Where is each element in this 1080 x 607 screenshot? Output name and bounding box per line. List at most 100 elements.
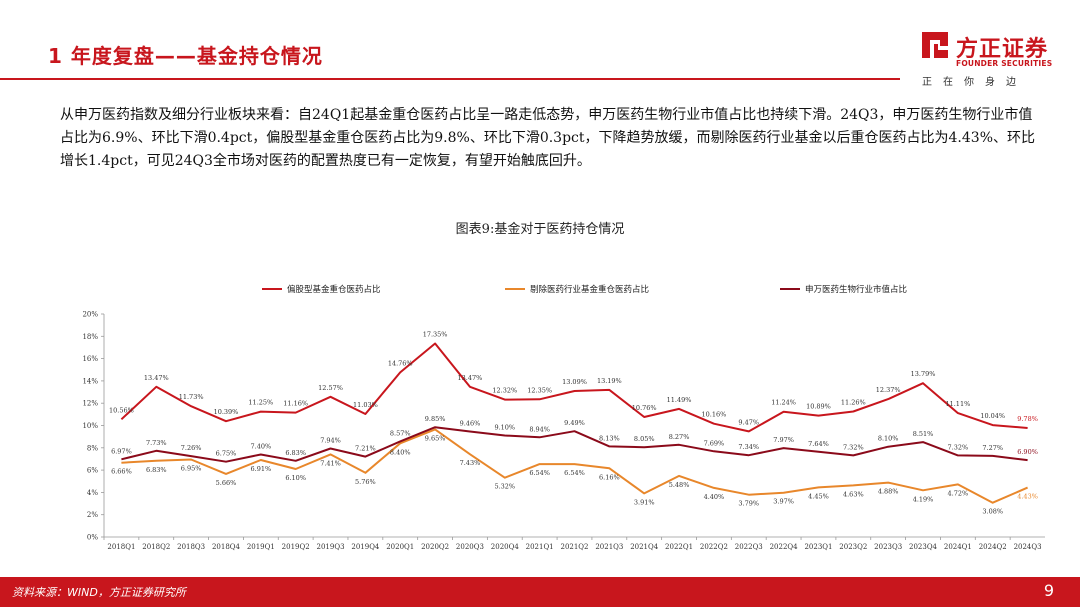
source-note: 资料来源：WIND，方正证券研究所 [12,586,186,599]
company-logo: 方正证券 FOUNDER SECURITIES 正在你身边 [920,30,1060,88]
data-label: 11.11% [945,400,970,408]
x-tick-label: 2022Q4 [770,543,799,551]
data-label: 4.19% [913,495,934,503]
data-label: 9.85% [425,415,446,423]
data-label: 9.65% [425,434,446,442]
data-label: 7.21% [355,445,376,453]
data-label: 12.35% [527,386,552,394]
x-tick-label: 2023Q2 [839,543,867,551]
legend-label: 偏股型基金重仓医药占比 [287,284,381,295]
data-label: 5.48% [669,481,690,489]
data-label: 11.16% [283,400,308,408]
x-tick-label: 2023Q3 [874,543,902,551]
data-label: 8.40% [390,448,411,456]
data-label: 7.41% [320,459,341,467]
data-label: 13.09% [562,378,587,386]
data-label: 4.45% [808,492,829,500]
data-label: 6.66% [111,468,132,476]
data-label: 10.39% [214,408,239,416]
data-label: 4.88% [878,488,899,496]
data-label: 11.26% [841,398,866,406]
y-tick-label: 20% [82,311,98,319]
data-label: 13.47% [458,374,483,382]
data-label: 11.25% [248,399,273,407]
data-label: 3.79% [738,500,759,508]
x-tick-label: 2019Q4 [351,543,380,551]
data-label: 3.97% [773,498,794,506]
header-divider [0,78,900,80]
series-line [121,428,1028,504]
data-label: 7.73% [146,439,167,447]
y-tick-label: 14% [82,377,98,385]
x-tick-label: 2018Q3 [177,543,205,551]
data-label: 7.94% [320,436,341,444]
y-tick-label: 12% [82,400,98,408]
data-label: 7.40% [251,442,272,450]
x-tick-label: 2020Q3 [456,543,484,551]
data-label: 9.47% [738,418,759,426]
data-label: 17.35% [423,331,448,339]
data-label: 7.43% [460,459,481,467]
x-tick-label: 2022Q3 [735,543,763,551]
data-label: 5.32% [494,483,515,491]
chart-data-labels: 10.56% 13.47% 11.73% 10.39% 11.25% 11.16% 12.5… [109,331,1038,516]
data-label: 12.37% [876,386,901,394]
data-label: 5.66% [216,479,237,487]
x-tick-label: 2021Q3 [595,543,623,551]
data-label: 8.94% [529,425,550,433]
data-label: 4.43% [1017,493,1038,501]
data-label: 9.49% [564,419,585,427]
logo-english-name: FOUNDER SECURITIES [956,59,1053,68]
data-label: 10.89% [806,403,831,411]
footer-bar: 资料来源：WIND，方正证券研究所 9 [0,577,1080,607]
data-label: 10.04% [980,412,1005,420]
data-label: 8.27% [669,433,690,441]
data-label: 8.13% [599,434,620,442]
legend-label: 申万医药生物行业市值占比 [805,284,907,295]
line-chart: 偏股型基金重仓医药占比 剔除医药行业基金重仓医药占比 申万医药生物行业市值占比 0%… [82,284,1045,551]
data-label: 13.19% [597,377,622,385]
data-label: 6.83% [146,466,167,474]
x-tick-label: 2022Q2 [700,543,728,551]
x-tick-label: 2018Q4 [212,543,241,551]
data-label: 7.97% [773,436,794,444]
data-label: 11.24% [771,399,796,407]
x-tick-label: 2021Q4 [630,543,659,551]
data-label: 8.57% [390,429,411,437]
data-label: 10.56% [109,406,134,414]
x-tick-label: 2020Q4 [491,543,520,551]
page-title: 1 年度复盘——基金持仓情况 [48,44,323,68]
data-label: 5.76% [355,478,376,486]
page-number: 9 [1043,581,1054,600]
data-label: 13.79% [911,370,936,378]
data-label: 7.64% [808,440,829,448]
data-label: 12.57% [318,384,343,392]
chart-axes: 0% 2% 4% 6% 8% 10% 12% 14% 16% 18% 20% 2018Q1 2018Q2… [82,311,1045,551]
y-tick-label: 2% [87,511,98,519]
data-label: 6.97% [111,447,132,455]
data-label: 11.73% [179,393,204,401]
data-label: 7.34% [738,443,759,451]
y-tick-label: 10% [82,422,98,430]
data-label: 8.10% [878,435,899,443]
data-label: 6.95% [181,465,202,473]
y-tick-label: 4% [87,489,98,497]
series-line [121,426,1028,463]
data-label: 14.76% [388,359,413,367]
data-label: 9.78% [1017,415,1038,423]
data-label: 7.69% [704,439,725,447]
data-label: 8.51% [913,430,934,438]
x-tick-label: 2018Q1 [107,543,135,551]
x-tick-label: 2020Q1 [386,543,414,551]
x-tick-label: 2023Q1 [804,543,832,551]
data-label: 3.08% [982,508,1003,516]
data-label: 4.72% [948,489,969,497]
chart-title: 图表9:基金对于医药持仓情况 [455,222,625,237]
x-tick-label: 2020Q2 [421,543,449,551]
series-line [120,342,1028,433]
x-tick-label: 2019Q2 [282,543,310,551]
data-label: 10.16% [702,411,727,419]
x-tick-label: 2023Q4 [909,543,938,551]
data-label: 9.46% [460,420,481,428]
x-tick-label: 2018Q2 [142,543,170,551]
